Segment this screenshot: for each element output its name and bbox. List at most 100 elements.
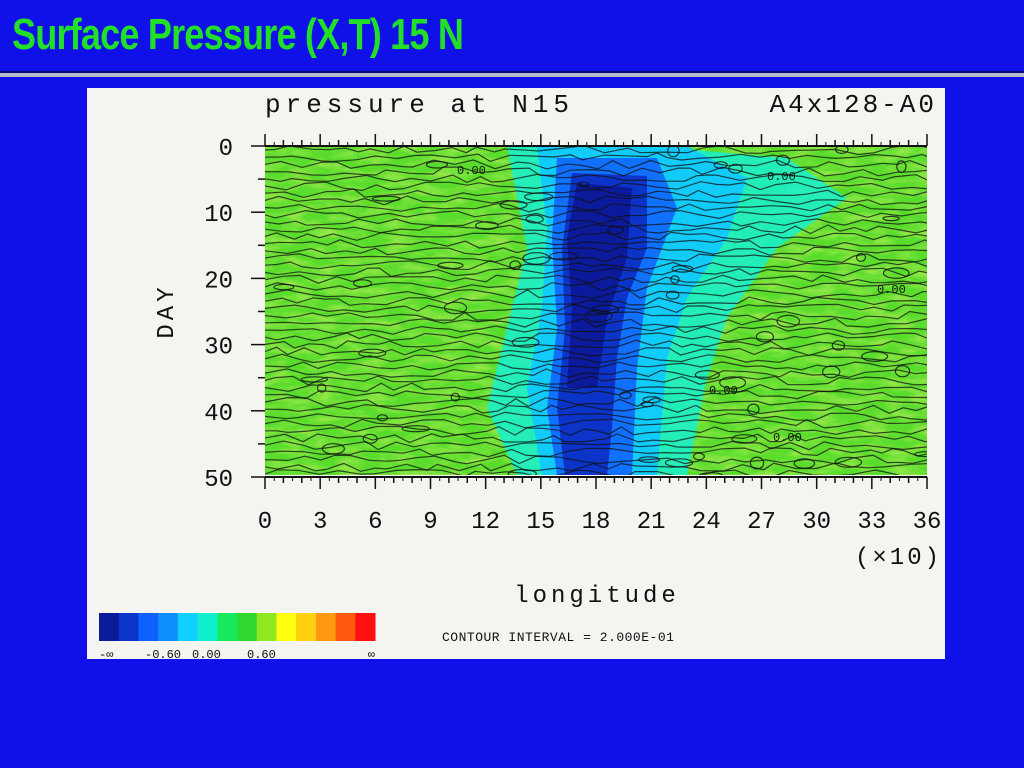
colorbar-swatch	[296, 613, 317, 641]
contour-label: 0.00	[767, 170, 796, 184]
colorbar-swatch	[177, 613, 199, 641]
colorbar	[99, 613, 376, 641]
contour-loop	[775, 154, 791, 166]
contour-loop	[376, 414, 388, 422]
contour-line	[265, 288, 927, 299]
contour-line	[265, 188, 927, 199]
x-tick-label: 33	[857, 509, 886, 536]
colorbar-swatch	[276, 613, 297, 641]
contour-line	[265, 454, 927, 465]
x-tick-label: 0	[258, 509, 272, 536]
contour-line	[265, 317, 927, 328]
contour-line	[265, 353, 927, 364]
contour-line	[265, 166, 927, 177]
x-tick-label: 36	[913, 509, 942, 536]
contour-line	[265, 346, 927, 357]
colorbar-swatch	[237, 613, 258, 641]
contour-line	[265, 209, 927, 220]
contour-loop	[855, 252, 867, 262]
contour-line	[265, 146, 927, 156]
contour-line	[265, 181, 927, 192]
x-tick-label: 30	[802, 509, 831, 536]
contour-line	[265, 339, 927, 350]
colorbar-label: ∞	[368, 648, 375, 659]
contour-loop	[896, 160, 907, 173]
contour-line	[265, 303, 927, 314]
contour-loop	[619, 391, 632, 400]
contour-line	[265, 375, 927, 386]
contour-loop	[584, 309, 613, 323]
contour-loop	[606, 226, 624, 235]
y-tick-label: 30	[204, 335, 233, 362]
contour-loop	[511, 336, 540, 348]
contour-loop	[728, 163, 743, 174]
contour-loop	[834, 456, 863, 468]
contour-line	[265, 468, 900, 475]
colorbar-label: -∞	[99, 648, 113, 659]
x-tick-label: 21	[637, 509, 666, 536]
y-tick-label: 50	[204, 467, 233, 494]
contour-loop	[665, 290, 680, 300]
contour-loop	[362, 433, 378, 444]
contour-line	[265, 396, 927, 407]
contour-loop	[642, 396, 661, 404]
x-tick-label: 9	[423, 509, 437, 536]
contour-loop	[524, 192, 554, 202]
contour-line	[265, 332, 927, 343]
contour-loop	[591, 304, 620, 315]
contour-line	[265, 253, 927, 264]
contour-line	[265, 404, 927, 415]
contour-loop	[577, 181, 590, 188]
y-tick-label: 20	[204, 268, 233, 295]
contour-line	[265, 274, 927, 284]
chart-svg: pressure at N15 A4x128-A0 0 3 6 9 12 15 18 21 24…	[99, 90, 941, 659]
contour-labels: 0.00 0.00 0.00 0.00 0.00	[457, 164, 906, 445]
contour-loop	[638, 456, 661, 464]
contour-loop	[749, 456, 765, 470]
contour-loop	[522, 252, 551, 265]
x-tick-label: 12	[471, 509, 500, 536]
contour-line	[265, 411, 927, 421]
contour-line	[265, 296, 927, 306]
slide-title: Surface Pressure (X,T) 15 N	[12, 10, 464, 59]
contour-line	[265, 195, 927, 206]
contour-label: 0.00	[457, 164, 486, 178]
contour-loop	[670, 275, 680, 284]
x-tick-label: 18	[582, 509, 611, 536]
contour-loop	[776, 314, 801, 328]
colorbar-swatch	[335, 613, 356, 641]
x-tick-label: 15	[526, 509, 555, 536]
contour-line	[265, 267, 927, 278]
contour-loop	[692, 452, 705, 461]
chart-title: pressure at N15	[265, 90, 574, 120]
contour-loop	[882, 267, 910, 279]
colorbar-label: 0.60	[247, 648, 276, 659]
contour-loop	[321, 443, 345, 455]
contour-loop	[353, 279, 373, 288]
contour-line	[265, 231, 927, 241]
contour-loop	[358, 348, 387, 358]
x-tick-label: 27	[747, 509, 776, 536]
contour-loop	[316, 383, 327, 393]
colorbar-swatch	[256, 613, 277, 641]
contour-loop	[549, 251, 578, 261]
contour-loop	[437, 261, 464, 270]
title-divider-light	[0, 73, 1024, 77]
contour-loop	[861, 351, 889, 363]
contour-line	[265, 447, 927, 458]
contour-loop	[694, 370, 721, 380]
contour-loop	[713, 161, 728, 169]
axis-ticks	[251, 134, 928, 489]
contour-loop	[371, 195, 401, 202]
contour-line	[265, 260, 927, 271]
contour-loop	[300, 376, 329, 383]
contour-line	[265, 433, 927, 444]
y-tick-label: 40	[204, 401, 233, 428]
y-axis-label: DAY	[154, 283, 181, 338]
contour-loop	[525, 214, 544, 224]
contour-loop	[793, 458, 816, 469]
contour-loop	[894, 365, 911, 378]
contour-loop	[698, 472, 724, 475]
contour-label: 0.00	[709, 384, 738, 398]
